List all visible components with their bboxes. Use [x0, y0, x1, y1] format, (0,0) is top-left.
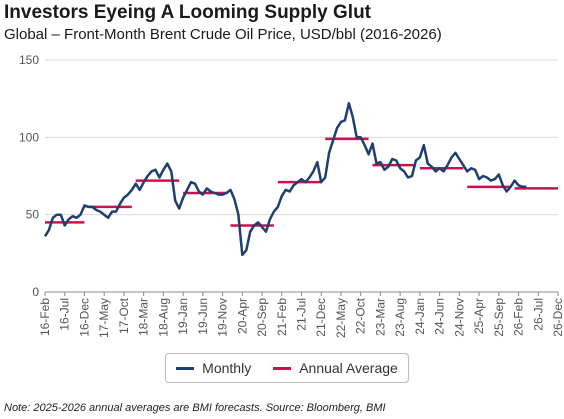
x-tick-label: 21-Dec: [314, 298, 328, 337]
x-tick-label: 22-Oct: [354, 297, 368, 334]
y-tick-label: 0: [32, 285, 39, 299]
legend-swatch-monthly: [176, 366, 195, 370]
x-tick-label: 24-Jan: [413, 298, 427, 335]
x-tick-label: 17-Oct: [117, 297, 131, 334]
y-tick-label: 50: [26, 208, 40, 222]
x-tick-label: 19-Jan: [176, 298, 190, 335]
chart-title: Investors Eyeing A Looming Supply Glut: [4, 2, 372, 23]
x-tick-label: 16-Jul: [58, 298, 72, 331]
x-tick-label: 17-May: [97, 298, 111, 338]
x-tick-label: 18-Aug: [156, 298, 170, 337]
x-tick-label: 24-Jun: [433, 298, 447, 335]
y-tick-label: 150: [19, 53, 39, 67]
legend-label-annual-average: Annual Average: [299, 360, 398, 376]
x-tick-label: 25-Apr: [472, 298, 486, 334]
legend-label-monthly: Monthly: [202, 360, 252, 376]
x-tick-label: 26-Feb: [512, 298, 526, 336]
legend-item-annual-average[interactable]: Annual Average: [273, 360, 398, 376]
x-tick-label: 18-Mar: [137, 298, 151, 336]
x-tick-label: 21-Jul: [295, 298, 309, 331]
x-tick-label: 16-Dec: [77, 298, 91, 337]
x-tick-label: 26-Jul: [531, 298, 545, 331]
legend-swatch-annual-average: [273, 366, 292, 370]
monthly-series-line: [43, 102, 527, 257]
x-tick-label: 23-Aug: [393, 298, 407, 337]
x-tick-label: 24-Nov: [452, 298, 466, 337]
x-tick-label: 20-Sep: [255, 298, 269, 337]
x-tick-label: 26-Dec: [551, 298, 564, 337]
x-tick-label: 16-Feb: [38, 298, 52, 336]
x-tick-label: 19-Nov: [216, 298, 230, 337]
chart-subtitle: Global – Front-Month Brent Crude Oil Pri…: [4, 26, 442, 43]
chart-legend: Monthly Annual Average: [165, 353, 409, 383]
line-chart: 0 50 100 150 16-Feb 16-Jul 16-Dec 17-May 17-Oct 1…: [19, 53, 564, 338]
y-tick-label: 100: [19, 130, 39, 144]
x-tick-label: 23-Mar: [373, 298, 387, 336]
x-tick-label: 22-May: [334, 298, 348, 338]
x-tick-label: 19-Jun: [196, 298, 210, 335]
legend-item-monthly[interactable]: Monthly: [176, 360, 251, 376]
x-tick-label: 21-Feb: [275, 298, 289, 336]
x-tick-label: 20-Apr: [235, 298, 249, 334]
source-note: Note: 2025-2026 annual averages are BMI …: [4, 402, 386, 414]
x-tick-label: 25-Sep: [492, 298, 506, 337]
